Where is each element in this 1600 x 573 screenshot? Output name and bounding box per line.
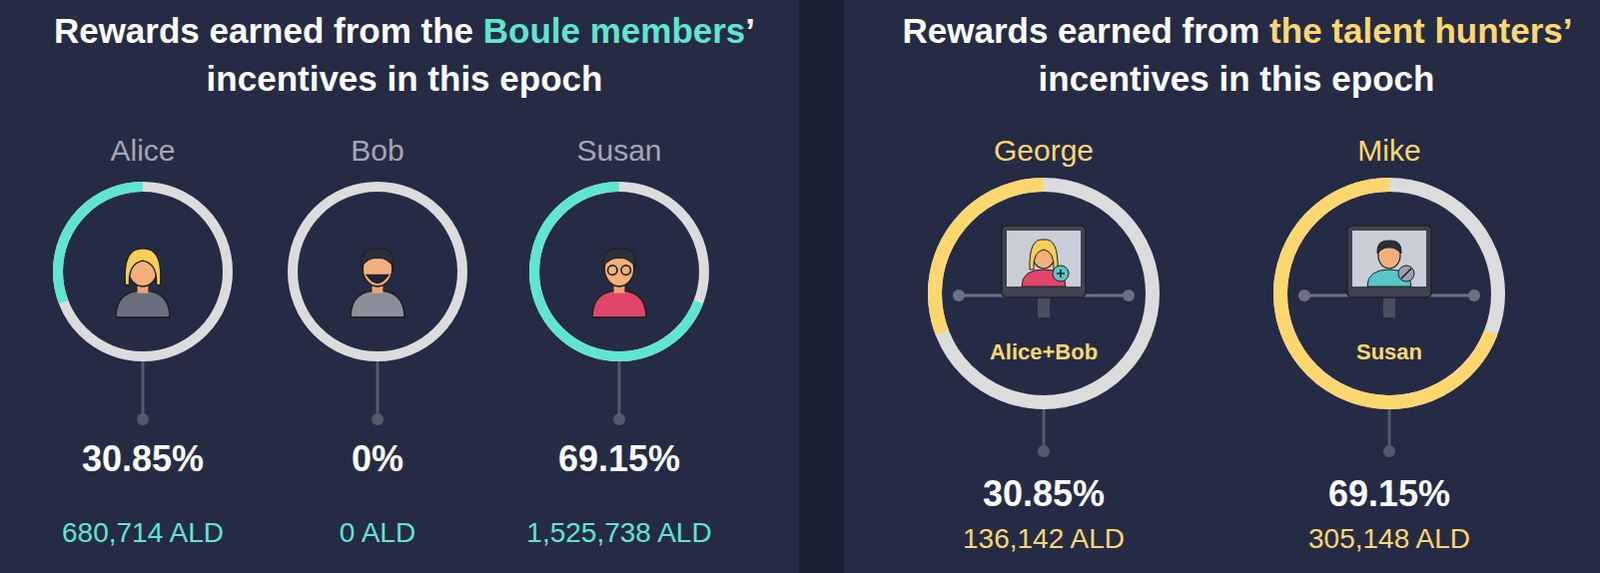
plus-badge [1052,265,1069,282]
avatar-hair [1029,239,1058,270]
icon [1298,225,1481,318]
avatar-hair [603,248,637,267]
monitor-screen [1352,230,1427,287]
donut-group: Bob 0% 0 ALD [292,133,463,549]
donut-group: Mike Susan 69.15% 305,148 ALD [1280,133,1499,555]
avatar-mask [365,274,390,284]
category-label: Alice [109,133,175,167]
title: Rewards earned from the talent hunters’ … [876,6,1597,103]
avatar-glasses [608,265,618,275]
avatar-icon [115,248,170,318]
stand-dot [1122,289,1135,302]
donut-group: George Alice+Bob 30.85% 136,142 ALD [934,133,1153,555]
amount-label: 305,148 ALD [1308,523,1471,555]
monitor-neck [1383,297,1396,318]
title-text: Rewards earned from the [53,10,484,50]
connector-dot [613,413,626,426]
icon [592,248,647,318]
donut-group: Alice 30.85% 680,714 ALD [57,133,228,549]
ring-track [292,186,463,357]
avatar-hair [1377,240,1402,254]
stand-dot [1468,289,1481,302]
avatar-icon [592,248,647,318]
avatar-glasses [621,265,631,275]
connector-dot [371,413,384,426]
title-highlight: Boule members [483,10,747,50]
icon [952,225,1135,318]
inner-label: Alice+Bob [989,339,1098,365]
connector [618,361,622,420]
ring-track [534,186,705,357]
avatar-hair [361,248,395,267]
value-label: 30.85% [982,473,1105,515]
connector [141,361,145,420]
value-label: 69.15% [558,438,681,480]
panel [843,0,1600,573]
donut-arc [534,186,699,357]
monitor [1001,225,1086,298]
icon [350,248,405,318]
category-label: George [993,133,1094,167]
connector [376,361,380,420]
title-text: Rewards earned from [901,10,1270,50]
connector-dot [1383,445,1396,458]
value-label: 0% [351,438,404,480]
donut-arc [57,186,143,303]
title: Rewards earned from the Boule members’ i… [44,6,765,103]
avatar-hair [124,248,161,285]
ring-track [1280,184,1499,403]
value-label: 69.15% [1328,473,1451,515]
ring-track [57,186,228,357]
value-label: 30.85% [81,438,204,480]
title-text: incentives in this epoch [1038,58,1436,98]
ring-track [934,184,1153,403]
title-highlight: the talent hunters’ [1269,10,1571,50]
category-label: Bob [350,133,404,167]
monitor [1347,225,1432,298]
stage: Alice 30.85% 680,714 ALD Bob 0% 0 ALD Susan 69.… [0,0,1600,573]
amount-label: 680,714 ALD [61,517,224,549]
monitor-neck [1037,297,1050,318]
category-label: Susan [576,133,662,167]
block-sign [1401,268,1412,279]
monitor-screen [1006,230,1081,287]
block-badge [1398,265,1415,282]
category-label: Mike [1357,133,1421,167]
amount-label: 136,142 ALD [962,523,1125,555]
connector [1388,409,1392,452]
avatar-body [592,290,647,318]
connector-dot [1037,445,1050,458]
connector [1042,409,1046,452]
avatar-icon [350,248,405,318]
icon [115,248,170,318]
stand-dot [1298,289,1311,302]
donut-group: Susan 69.15% 1,525,738 ALD [526,133,712,549]
avatar-body [115,290,170,318]
panel [0,0,800,573]
inner-label: Susan [1356,339,1423,365]
amount-label: 1,525,738 ALD [526,517,712,549]
connector-dot [136,413,149,426]
amount-label: 0 ALD [339,517,416,549]
stand-dot [952,289,965,302]
plus-sign [1056,269,1065,278]
avatar-body [350,290,405,318]
donut-arc [1280,184,1492,403]
